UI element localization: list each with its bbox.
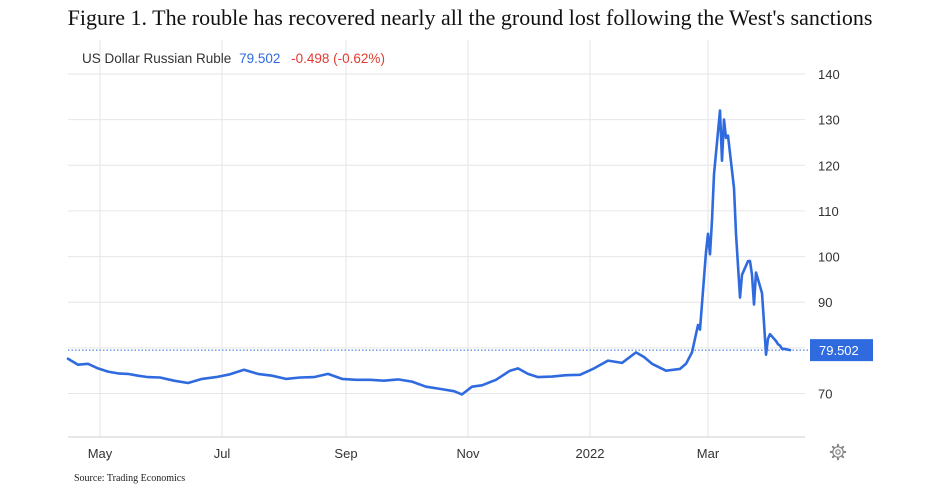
y-tick-label: 100 [818, 250, 840, 265]
y-tick-label: 120 [818, 158, 840, 173]
last-value-badge: 79.502 [810, 339, 873, 362]
x-tick-label: Mar [697, 446, 720, 461]
y-tick-label: 130 [818, 113, 840, 128]
x-tick-label: Sep [334, 446, 357, 461]
last-value-badge-label: 79.502 [819, 343, 859, 358]
x-tick-label: 2022 [576, 446, 605, 461]
instrument-name: US Dollar Russian Ruble [82, 51, 231, 66]
source-note: Source: Trading Economics [74, 473, 186, 484]
y-tick-label: 90 [818, 295, 832, 310]
x-axis-tick-labels: May Jul Sep Nov 2022 Mar [88, 446, 720, 461]
horizontal-gridlines [68, 73, 805, 394]
x-tick-label: Nov [456, 446, 480, 461]
y-tick-label: 70 [818, 387, 832, 402]
price-change: -0.498 (-0.62%) [291, 51, 385, 66]
series-line-usdrub[interactable] [66, 109, 792, 396]
vertical-gridlines [99, 40, 709, 437]
chart-header: US Dollar Russian Ruble 79.502 -0.498 (-… [82, 51, 385, 66]
y-axis-tick-labels: 70 90 100 110 120 130 140 [818, 67, 840, 402]
gear-icon[interactable] [829, 443, 847, 461]
current-price: 79.502 [239, 51, 280, 66]
y-tick-label: 140 [818, 67, 840, 82]
last-value-badge-box [810, 339, 873, 362]
x-tick-label: May [88, 446, 113, 461]
y-tick-label: 110 [818, 204, 839, 219]
figure-title: Figure 1. The rouble has recovered nearl… [67, 5, 873, 30]
x-tick-label: Jul [214, 446, 231, 461]
